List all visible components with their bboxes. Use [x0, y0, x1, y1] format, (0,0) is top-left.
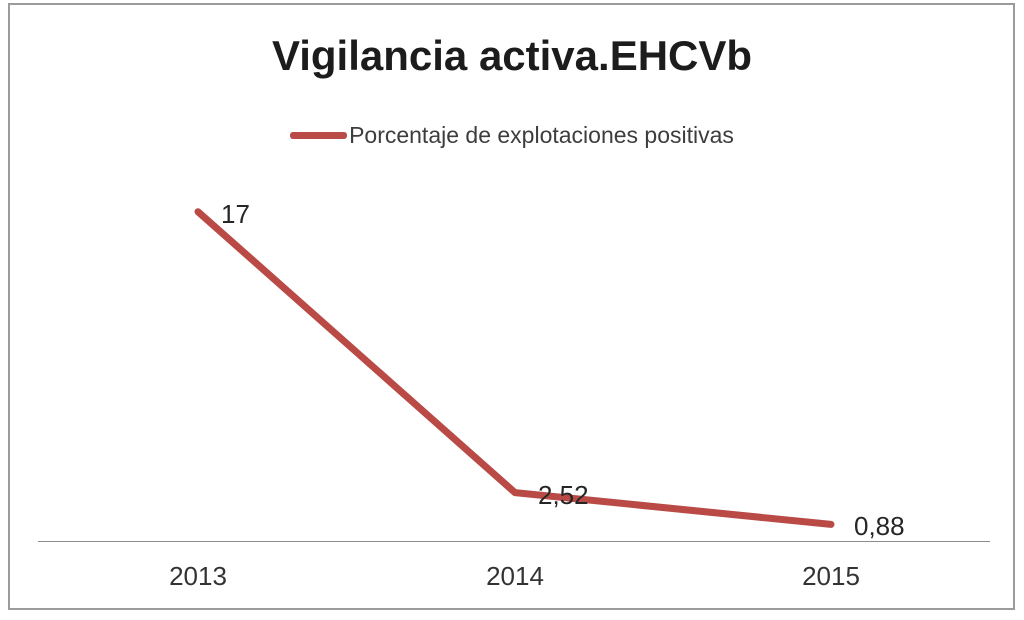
x-axis-line — [38, 541, 990, 542]
data-label: 17 — [221, 198, 250, 229]
legend: Porcentaje de explotaciones positivas — [0, 122, 1024, 149]
data-label: 2,52 — [538, 479, 589, 510]
x-axis-tick-label: 2013 — [169, 561, 227, 591]
data-label: 0,88 — [854, 511, 905, 542]
x-axis-tick-label: 2015 — [802, 561, 860, 591]
legend-line-swatch-icon — [290, 132, 348, 139]
x-axis-tick-label: 2014 — [486, 561, 544, 591]
legend-label: Porcentaje de explotaciones positivas — [349, 122, 734, 148]
chart-title: Vigilancia activa.EHCVb — [271, 32, 753, 79]
